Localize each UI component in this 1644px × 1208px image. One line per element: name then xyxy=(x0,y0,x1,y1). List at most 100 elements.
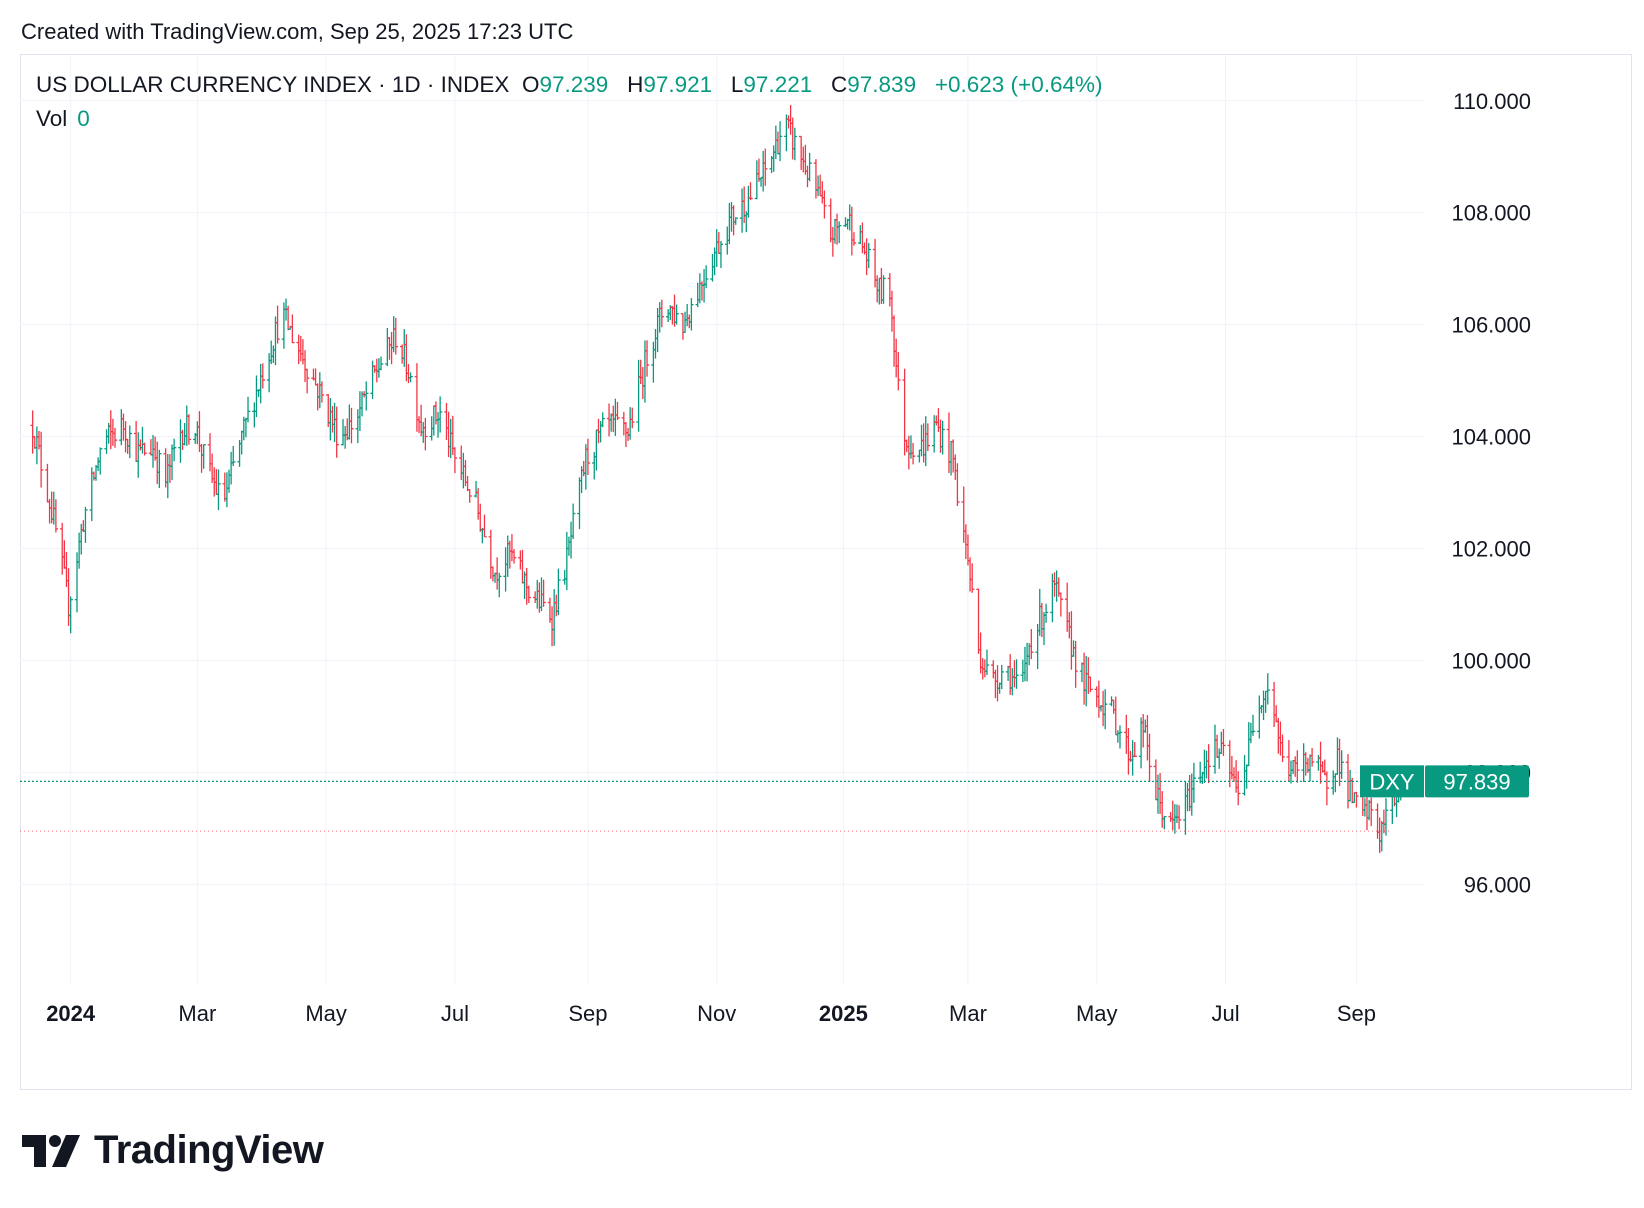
last-price-box xyxy=(1425,765,1529,798)
ohlc-bar xyxy=(216,469,221,511)
x-tick-label: May xyxy=(305,1001,347,1026)
ohlc-bar xyxy=(290,314,295,344)
price-bars xyxy=(30,104,1403,854)
ohlc-bar xyxy=(984,649,990,676)
x-tick-label: Mar xyxy=(178,1001,216,1026)
low-value: 97.221 xyxy=(743,72,813,97)
ohlc-bar xyxy=(1206,744,1211,784)
ohlc-bar xyxy=(467,489,472,503)
ohlc-bar xyxy=(777,121,783,162)
ohlc-bar xyxy=(703,265,709,289)
ohlc-bar xyxy=(437,396,443,433)
ohlc-bar xyxy=(201,444,206,469)
ohlc-bar xyxy=(792,127,798,161)
ohlc-bar xyxy=(763,148,768,186)
ohlc-bar xyxy=(881,275,886,304)
ohlc-bar xyxy=(378,356,384,371)
ohlc-bar xyxy=(364,381,369,411)
symbol-tag-label: DXY xyxy=(1369,769,1415,794)
ohlc-bar xyxy=(674,304,679,325)
ohlc-bar xyxy=(1088,676,1093,692)
last-price-label: 97.839 xyxy=(1443,769,1510,794)
ohlc-bar xyxy=(408,372,413,383)
ohlc-bar xyxy=(526,585,532,604)
price-lines xyxy=(20,780,1424,832)
ohlc-bar xyxy=(851,232,857,246)
y-tick-label: 96.000 xyxy=(1464,872,1531,897)
ohlc-bar xyxy=(511,549,517,564)
ohlc-bar xyxy=(556,568,561,616)
ohlc-bar xyxy=(38,431,44,488)
ohlc-bar xyxy=(718,240,724,269)
ohlc-bar xyxy=(940,420,945,455)
ohlc-bar xyxy=(497,572,502,598)
ohlc-bar xyxy=(393,317,399,355)
x-tick-label: Nov xyxy=(697,1001,736,1026)
x-tick-label: 2024 xyxy=(46,1001,96,1026)
open-label: O xyxy=(521,72,540,97)
tradingview-logo[interactable]: TradingView xyxy=(22,1128,324,1173)
ohlc-bar xyxy=(1176,805,1182,830)
ohlc-bar xyxy=(1324,771,1330,806)
tradingview-logo-text: TradingView xyxy=(94,1128,324,1172)
ohlc-bar xyxy=(1191,762,1197,803)
time-axis[interactable]: 2024 Mar May Jul Sep Nov 2025 Mar May Jul Sep xyxy=(46,1001,1376,1026)
ohlc-bar xyxy=(748,182,753,201)
y-tick-label: 102.000 xyxy=(1451,536,1531,561)
y-tick-label: 100.000 xyxy=(1451,648,1531,673)
x-tick-label: Sep xyxy=(568,1001,607,1026)
y-tick-label: 106.000 xyxy=(1451,313,1531,338)
ohlc-bar xyxy=(1265,673,1270,705)
ohlc-bar xyxy=(319,381,325,403)
ohlc-bar xyxy=(112,427,118,448)
vol-label: Vol xyxy=(36,106,68,131)
ohlc-bar xyxy=(1369,797,1374,827)
ohlc-bar xyxy=(733,217,738,225)
price-axis[interactable]: 96.00098.000100.000102.000104.000106.000… xyxy=(1451,89,1531,897)
y-tick-label: 108.000 xyxy=(1451,201,1531,226)
ohlc-bar xyxy=(600,412,605,428)
ohlc-bar xyxy=(1257,695,1262,739)
y-tick-label: 110.000 xyxy=(1453,89,1531,114)
ohlc-bar xyxy=(83,506,88,543)
ohlc-bar xyxy=(304,368,310,394)
ohlc-bar xyxy=(45,463,50,503)
vol-value: 0 xyxy=(77,106,90,131)
ohlc-bar xyxy=(452,447,458,474)
ohlc-bar xyxy=(98,447,103,475)
ohlc-bar xyxy=(910,442,916,465)
ohlc-bar xyxy=(482,514,487,538)
ohlc-bar xyxy=(171,438,177,462)
ohlc-bar xyxy=(1250,714,1256,736)
ohlc-bar xyxy=(1029,629,1034,660)
x-tick-label: Sep xyxy=(1337,1001,1376,1026)
ohlc-bar xyxy=(334,406,339,458)
y-tick-label: 104.000 xyxy=(1451,425,1531,450)
ohlc-bar xyxy=(423,417,428,451)
tradingview-logo-icon xyxy=(22,1134,80,1167)
ohlc-bar xyxy=(231,445,236,466)
symbol-title[interactable]: US DOLLAR CURRENCY INDEX · 1D · INDEX xyxy=(36,72,510,97)
open-value: 97.239 xyxy=(539,72,609,97)
ohlc-bar xyxy=(1295,750,1300,783)
ohlc-bar xyxy=(1354,791,1359,808)
ohlc-bar xyxy=(142,442,147,456)
ohlc-bar xyxy=(1309,747,1315,767)
ohlc-bar xyxy=(1280,734,1285,763)
ohlc-bar xyxy=(615,401,620,421)
ohlc-bar xyxy=(822,190,827,219)
ohlc-bar xyxy=(541,579,546,607)
ohlc-bar xyxy=(53,499,59,533)
ohlc-bar xyxy=(1147,733,1152,782)
close-value: 97.839 xyxy=(847,72,917,97)
ohlc-bar xyxy=(1236,771,1241,806)
change-value: +0.623 (+0.64%) xyxy=(934,72,1103,97)
low-label: L xyxy=(730,72,744,97)
ohlc-bar xyxy=(896,352,901,391)
ohlc-bar xyxy=(245,396,251,423)
volume-legend: Vol 0 xyxy=(36,106,90,132)
ohlc-bar xyxy=(157,449,162,489)
ohlc-bar xyxy=(836,221,842,244)
close-label: C xyxy=(831,72,848,97)
